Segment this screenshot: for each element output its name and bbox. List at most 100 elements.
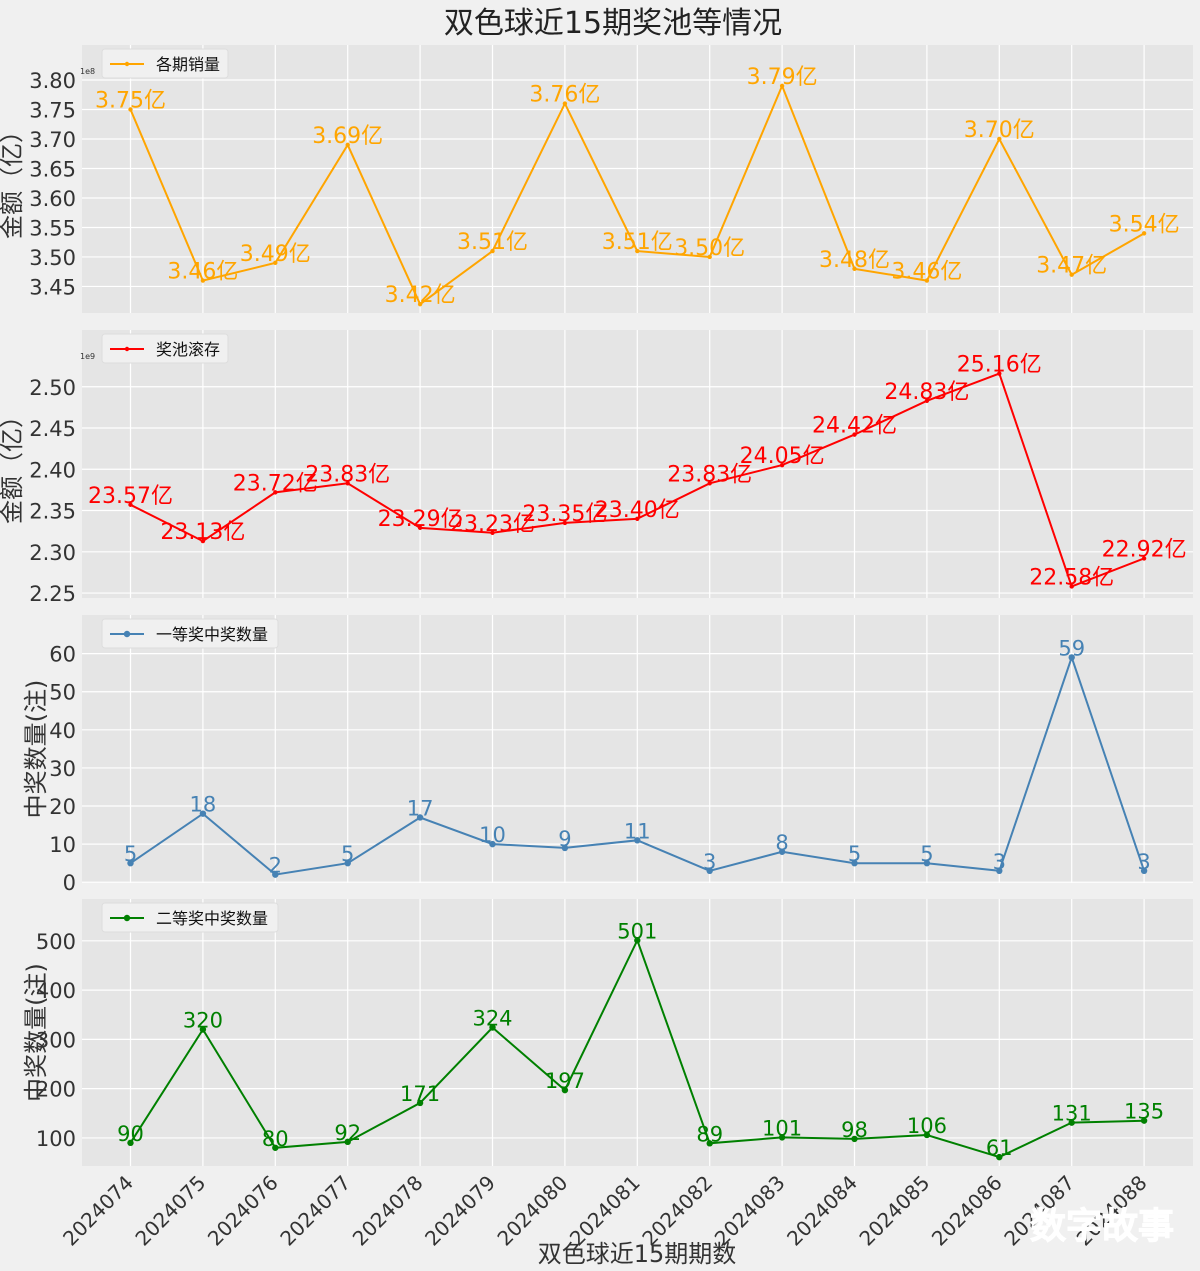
data-label: 3.51亿 [602,230,673,255]
data-point [128,107,133,112]
y-tick-label: 2.35 [29,500,76,524]
panel-4: 100 200 300 400 500 中奖数量(注) 90 320 80 92 171 324 197… [22,899,1193,1166]
y-tick-label: 400 [36,979,76,1003]
data-point [851,1135,858,1143]
data-point [634,937,641,944]
x-tick-label: 2024078 [348,1171,428,1251]
data-label: 18 [190,793,217,817]
x-tick-label: 2024076 [203,1171,283,1251]
chart-title: 双色球近15期奖池等情况 [444,6,782,41]
data-label: 106 [907,1114,947,1138]
x-tick-label: 2024083 [710,1171,790,1251]
data-label: 23.35亿 [522,502,607,527]
y-tick-label: 3.65 [29,157,76,181]
data-label: 17 [407,796,434,820]
data-label: 3.79亿 [747,65,818,90]
legend-marker [123,630,131,638]
legend-label: 一等奖中奖数量 [156,625,268,644]
data-label: 24.42亿 [812,414,897,439]
y-tick-label: 100 [36,1127,76,1151]
data-label: 131 [1052,1102,1092,1126]
data-point [562,520,568,526]
data-label: 8 [775,831,788,855]
y-tick-label: 3.75 [29,98,76,122]
data-point [635,248,640,254]
data-point [199,810,207,817]
data-label: 24.05亿 [740,444,825,469]
y-axis-label: 中奖数量(注) [22,680,50,819]
data-point [706,1140,713,1147]
data-label: 135 [1124,1100,1164,1124]
data-label: 501 [617,919,657,943]
y-tick-label: 2.45 [29,417,76,441]
data-label: 11 [624,819,651,843]
data-label: 3.46亿 [891,260,962,285]
data-label: 3.48亿 [819,248,890,273]
data-point [996,867,1003,875]
x-tick-label: 2024080 [492,1171,572,1251]
data-label: 171 [400,1082,440,1106]
data-point [924,278,930,283]
data-point [128,502,133,507]
data-point [489,1024,496,1031]
y-tick-label: 3.55 [29,216,76,240]
data-label: 3.70亿 [964,118,1035,143]
data-point [1068,1119,1075,1126]
data-label: 23.23亿 [450,512,535,537]
data-point [778,1134,786,1141]
y-tick-label: 50 [49,681,76,705]
data-label: 59 [1058,636,1085,660]
y-tick-label: 200 [36,1078,76,1102]
data-label: 3.42亿 [385,283,456,308]
x-tick-label: 2024074 [58,1171,138,1251]
y-tick-label: 3.70 [29,128,76,152]
chart-panels: 3.45 3.50 3.55 3.60 3.65 3.70 3.75 3.80 金额（亿） 1e8… [0,45,1193,1166]
watermark: 数字故事 [1030,1206,1174,1247]
data-label: 61 [986,1136,1013,1160]
y-tick-label: 60 [49,643,76,667]
data-point [345,481,350,486]
data-point [779,83,785,89]
data-point [345,142,350,148]
data-point [272,871,279,878]
data-label: 23.83亿 [667,462,752,487]
data-point [997,136,1002,142]
y-tick-label: 2.30 [29,541,76,565]
data-label: 3.47亿 [1036,254,1107,279]
data-point [344,1138,351,1146]
x-tick-label: 2024082 [637,1171,717,1251]
data-point [199,1026,207,1033]
y-tick-label: 500 [36,930,76,954]
data-point [272,1144,279,1151]
data-point [707,254,712,260]
data-point [561,1086,569,1094]
data-label: 90 [117,1122,144,1146]
data-label: 3.54亿 [1109,212,1180,237]
data-label: 80 [262,1127,289,1151]
data-label: 23.13亿 [160,520,245,545]
data-label: 24.83亿 [884,380,969,405]
data-point [489,840,496,848]
data-point [273,260,278,266]
panel-1: 3.45 3.50 3.55 3.60 3.65 3.70 3.75 3.80 金额（亿） 1e8… [0,45,1193,313]
data-label: 3.76亿 [529,83,600,108]
data-label: 3.46亿 [167,260,238,285]
data-label: 23.40亿 [595,498,680,523]
data-point [416,1099,424,1107]
legend-label: 二等奖中奖数量 [156,909,268,928]
data-point [562,101,568,106]
legend-box [101,902,279,933]
data-point [1141,231,1147,236]
data-point [200,278,206,283]
data-point [779,462,785,468]
data-point [1140,1117,1148,1124]
data-point [778,848,786,855]
data-point [923,1131,931,1139]
data-label: 98 [841,1118,868,1142]
y-tick-label: 300 [36,1028,76,1052]
x-tick-label: 2024075 [130,1171,210,1251]
legend-label: 奖池滚存 [156,340,220,359]
data-label: 3 [1137,850,1150,874]
data-label: 5 [848,842,861,866]
